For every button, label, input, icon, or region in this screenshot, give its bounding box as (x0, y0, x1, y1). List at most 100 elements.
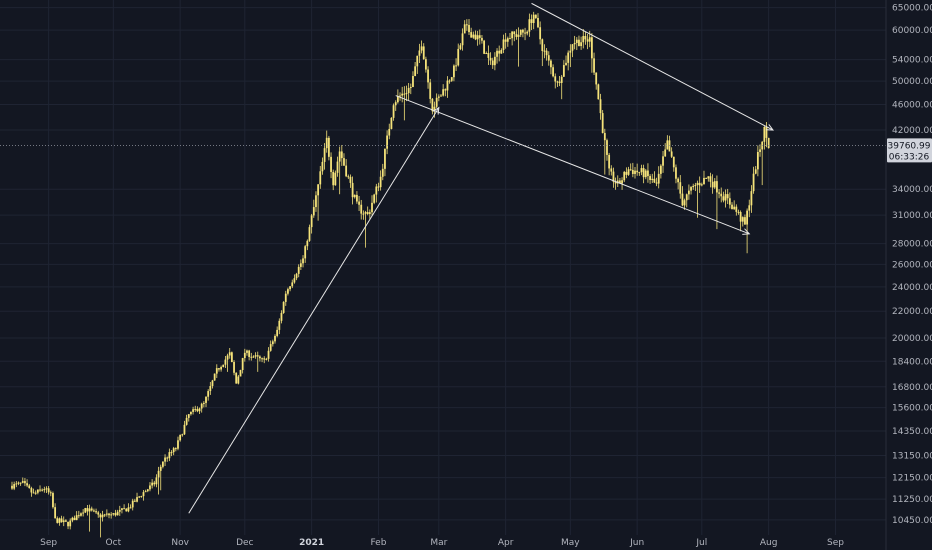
candle-body (248, 350, 251, 357)
candle-body (129, 507, 132, 509)
candle-body (142, 492, 145, 497)
candle-body (442, 89, 445, 96)
candle-body (263, 358, 266, 360)
candle-body (571, 44, 574, 51)
last-price-value: 39760.99 (888, 141, 931, 151)
candle-body (493, 56, 496, 66)
candle-body (133, 500, 136, 502)
candle-body (276, 329, 279, 336)
y-tick-label: 11250.00 (892, 495, 932, 505)
trendline-arrowhead (742, 228, 751, 235)
candle-body (394, 102, 397, 106)
candle-body (543, 50, 546, 52)
trendline[interactable] (395, 95, 750, 235)
trendline[interactable] (531, 2, 774, 131)
x-tick-label: May (561, 538, 580, 548)
candle-body (41, 489, 44, 491)
candle-body (32, 492, 35, 494)
candle-body (655, 182, 658, 184)
time-axis[interactable]: Sep Oct Nov Dec 2021 Feb Mar Apr May Jun Jul Aug Sep (40, 538, 844, 548)
x-tick-label: Feb (371, 538, 387, 548)
candle-body (401, 93, 404, 96)
candle-body (332, 171, 335, 186)
candle-body (433, 106, 436, 112)
candle-body (343, 158, 345, 166)
candle-body (28, 485, 31, 489)
candle-body (636, 170, 639, 173)
candle-body (485, 53, 488, 55)
candle-body (164, 457, 166, 462)
candle-body (386, 135, 388, 149)
candle-body (24, 481, 26, 484)
candle-body (444, 89, 447, 91)
candle-body (26, 483, 28, 486)
y-tick-label: 15600.00 (892, 404, 932, 414)
y-tick-label: 31000.00 (892, 211, 932, 221)
candle-body (330, 156, 332, 172)
candle-body (707, 176, 710, 179)
candle-body (334, 172, 337, 186)
candle-body (114, 513, 117, 516)
candle-body (750, 191, 753, 206)
candle-body (71, 517, 74, 521)
candle-body (97, 512, 100, 515)
candle-body (399, 95, 401, 97)
candle-body (481, 37, 483, 41)
candle-body (664, 149, 667, 157)
candle-body (192, 409, 194, 412)
candle-body (640, 168, 643, 173)
candle-body (211, 380, 214, 387)
candle-body (321, 161, 324, 172)
candle-body (537, 17, 539, 28)
candle-body (679, 182, 682, 194)
candle-body (418, 50, 421, 56)
candle-body (140, 496, 143, 498)
candle-body (690, 187, 692, 191)
candle-body (550, 60, 552, 68)
candle-body (677, 178, 680, 183)
candle-body (744, 217, 746, 225)
candle-body (733, 206, 736, 210)
candle-body (284, 293, 287, 302)
candle-body (453, 65, 455, 78)
candle-body (379, 176, 382, 188)
candle-body (45, 488, 48, 490)
candle-body (155, 477, 158, 485)
candle-body (498, 50, 501, 54)
candle-body (487, 53, 490, 58)
candle-body (149, 485, 151, 490)
candle-body (121, 508, 123, 510)
trendline-arrowhead (765, 124, 774, 131)
candle-body (526, 31, 529, 34)
candle-body (455, 65, 457, 67)
candle-body (306, 240, 309, 247)
candle-body (437, 96, 440, 98)
candle-body (168, 452, 171, 459)
y-tick-label: 54000.00 (892, 56, 932, 66)
last-price-box-bg (887, 138, 932, 163)
candle-body (470, 32, 473, 38)
candle-body (351, 182, 354, 198)
candle-body (356, 194, 358, 202)
candle-body (177, 440, 179, 449)
candle-body (360, 204, 363, 214)
candle-body (49, 492, 52, 494)
candle-body (670, 151, 673, 157)
candle-body (131, 500, 134, 508)
candle-body (767, 137, 770, 149)
trendline[interactable] (188, 107, 440, 514)
candle-body (105, 513, 108, 515)
candle-body (420, 46, 423, 51)
candle-body (517, 34, 520, 37)
candle-body (575, 39, 578, 43)
candle-body (246, 350, 248, 353)
candle-body (312, 207, 315, 216)
candle-body (705, 177, 708, 179)
candle-body (748, 205, 751, 211)
candle-body (384, 148, 386, 169)
candle-body (185, 417, 188, 425)
candle-body (62, 520, 65, 523)
price-axis[interactable]: 65000.00 60000.00 54000.00 50000.00 46000.00… (885, 0, 932, 550)
